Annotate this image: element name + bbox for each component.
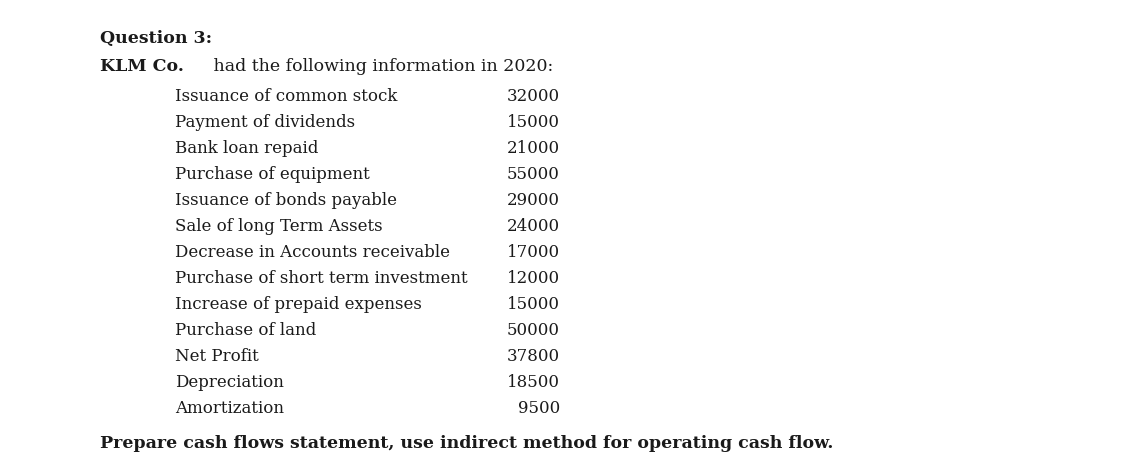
Text: Depreciation: Depreciation [176,374,284,391]
Text: Payment of dividends: Payment of dividends [176,114,356,131]
Text: 15000: 15000 [507,296,560,313]
Text: 9500: 9500 [518,400,560,417]
Text: Issuance of common stock: Issuance of common stock [176,88,397,105]
Text: 29000: 29000 [507,192,560,209]
Text: Issuance of bonds payable: Issuance of bonds payable [176,192,397,209]
Text: 32000: 32000 [507,88,560,105]
Text: Purchase of equipment: Purchase of equipment [176,166,370,183]
Text: 55000: 55000 [507,166,560,183]
Text: Purchase of short term investment: Purchase of short term investment [176,270,468,287]
Text: Sale of long Term Assets: Sale of long Term Assets [176,218,382,235]
Text: 24000: 24000 [507,218,560,235]
Text: Amortization: Amortization [176,400,284,417]
Text: 21000: 21000 [507,140,560,157]
Text: 15000: 15000 [507,114,560,131]
Text: 37800: 37800 [507,348,560,365]
Text: Bank loan repaid: Bank loan repaid [176,140,318,157]
Text: 18500: 18500 [507,374,560,391]
Text: Prepare cash flows statement, use indirect method for operating cash flow.: Prepare cash flows statement, use indire… [100,435,834,452]
Text: had the following information in 2020:: had the following information in 2020: [208,58,554,75]
Text: 50000: 50000 [507,322,560,339]
Text: Net Profit: Net Profit [176,348,259,365]
Text: Purchase of land: Purchase of land [176,322,316,339]
Text: Question 3:: Question 3: [100,30,213,47]
Text: 17000: 17000 [507,244,560,261]
Text: Decrease in Accounts receivable: Decrease in Accounts receivable [176,244,450,261]
Text: Increase of prepaid expenses: Increase of prepaid expenses [176,296,422,313]
Text: 12000: 12000 [507,270,560,287]
Text: KLM Co.: KLM Co. [100,58,183,75]
